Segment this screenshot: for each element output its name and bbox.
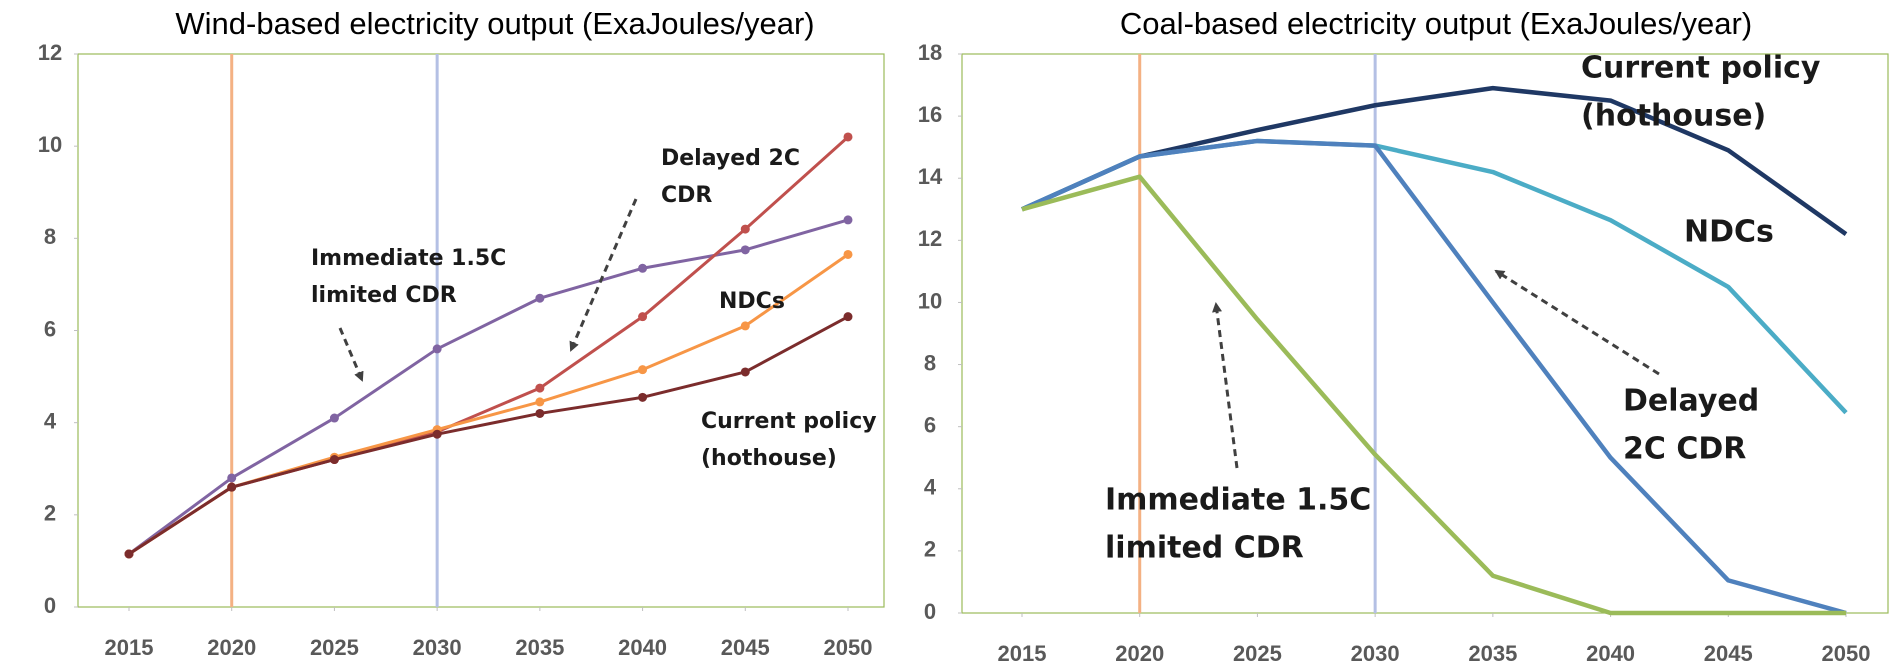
y-tick-label: 12 xyxy=(38,40,62,65)
data-point xyxy=(638,365,648,375)
annotation-arrow xyxy=(338,327,364,382)
data-point xyxy=(638,312,648,322)
data-point xyxy=(535,408,545,418)
y-tick-label: 8 xyxy=(44,224,56,249)
data-point xyxy=(227,473,237,483)
x-tick-label: 2035 xyxy=(515,635,564,660)
data-point xyxy=(740,224,750,234)
series-line xyxy=(128,218,849,556)
series-line xyxy=(1021,174,1846,616)
annotation-arrow xyxy=(1494,269,1660,376)
y-tick-label: 4 xyxy=(44,408,57,433)
data-point xyxy=(535,383,545,393)
annotation: Immediate 1.5C xyxy=(311,246,506,271)
x-tick-label: 2015 xyxy=(998,641,1047,665)
data-point xyxy=(535,397,545,407)
chart-title: Coal-based electricity output (ExaJoules… xyxy=(1120,6,1752,41)
chart-title: Wind-based electricity output (ExaJoules… xyxy=(175,6,814,41)
x-tick-label: 2020 xyxy=(207,635,256,660)
annotation: Current policy xyxy=(701,409,877,434)
annotation: limited CDR xyxy=(1105,531,1304,566)
x-tick-label: 2045 xyxy=(721,635,770,660)
x-tick-label: 2035 xyxy=(1468,641,1517,665)
data-point xyxy=(740,321,750,331)
y-tick-label: 16 xyxy=(918,102,942,127)
plot-frame xyxy=(77,53,885,608)
x-tick-label: 2040 xyxy=(618,635,667,660)
y-tick-label: 10 xyxy=(38,132,62,157)
annotation: Delayed 2C xyxy=(661,146,800,171)
x-tick-label: 2015 xyxy=(105,635,154,660)
x-tick-label: 2020 xyxy=(1115,641,1164,665)
annotation: NDCs xyxy=(719,289,785,314)
x-tick-label: 2025 xyxy=(310,635,359,660)
chart: Coal-based electricity output (ExaJoules… xyxy=(918,6,1889,665)
data-point xyxy=(329,413,339,423)
data-point xyxy=(432,429,442,439)
x-tick-label: 2030 xyxy=(413,635,462,660)
plot-frame xyxy=(961,53,1889,614)
data-point xyxy=(124,549,134,559)
annotation: limited CDR xyxy=(311,283,457,308)
data-point xyxy=(843,132,853,142)
x-tick-label: 2050 xyxy=(824,635,873,660)
x-tick-label: 2050 xyxy=(1822,641,1871,665)
chart: Wind-based electricity output (ExaJoules… xyxy=(38,6,885,660)
data-point xyxy=(638,392,648,402)
y-tick-label: 18 xyxy=(918,40,942,65)
y-tick-label: 8 xyxy=(924,350,936,375)
x-tick-label: 2025 xyxy=(1233,641,1282,665)
x-tick-label: 2030 xyxy=(1351,641,1400,665)
y-tick-label: 4 xyxy=(924,475,937,500)
annotation-arrow xyxy=(569,198,638,352)
annotation-arrow xyxy=(1212,302,1239,469)
series-line xyxy=(1021,138,1847,616)
series-line xyxy=(128,135,850,556)
data-point xyxy=(740,245,750,255)
y-tick-label: 0 xyxy=(924,599,936,624)
annotation: CDR xyxy=(661,183,712,208)
series-line xyxy=(128,315,849,556)
data-point xyxy=(432,344,442,354)
data-point xyxy=(843,312,853,322)
data-point xyxy=(535,293,545,303)
annotation: (hothouse) xyxy=(701,446,837,471)
annotation: Delayed xyxy=(1623,384,1759,419)
data-point xyxy=(843,215,853,225)
annotation: NDCs xyxy=(1684,215,1774,250)
y-tick-label: 6 xyxy=(924,412,936,437)
y-tick-label: 12 xyxy=(918,226,942,251)
data-point xyxy=(843,249,853,259)
annotation: (hothouse) xyxy=(1581,99,1766,134)
annotation: Current policy xyxy=(1581,51,1821,86)
y-tick-label: 2 xyxy=(44,501,56,526)
y-tick-label: 6 xyxy=(44,316,56,341)
y-tick-label: 0 xyxy=(44,593,56,618)
annotation: 2C CDR xyxy=(1623,432,1746,467)
x-tick-label: 2040 xyxy=(1586,641,1635,665)
data-point xyxy=(329,455,339,465)
data-point xyxy=(740,367,750,377)
x-tick-label: 2045 xyxy=(1704,641,1753,665)
annotation: Immediate 1.5C xyxy=(1105,483,1371,518)
y-tick-label: 10 xyxy=(918,288,942,313)
y-tick-label: 2 xyxy=(924,537,936,562)
y-tick-label: 14 xyxy=(918,164,943,189)
data-point xyxy=(638,263,648,273)
data-point xyxy=(227,482,237,492)
